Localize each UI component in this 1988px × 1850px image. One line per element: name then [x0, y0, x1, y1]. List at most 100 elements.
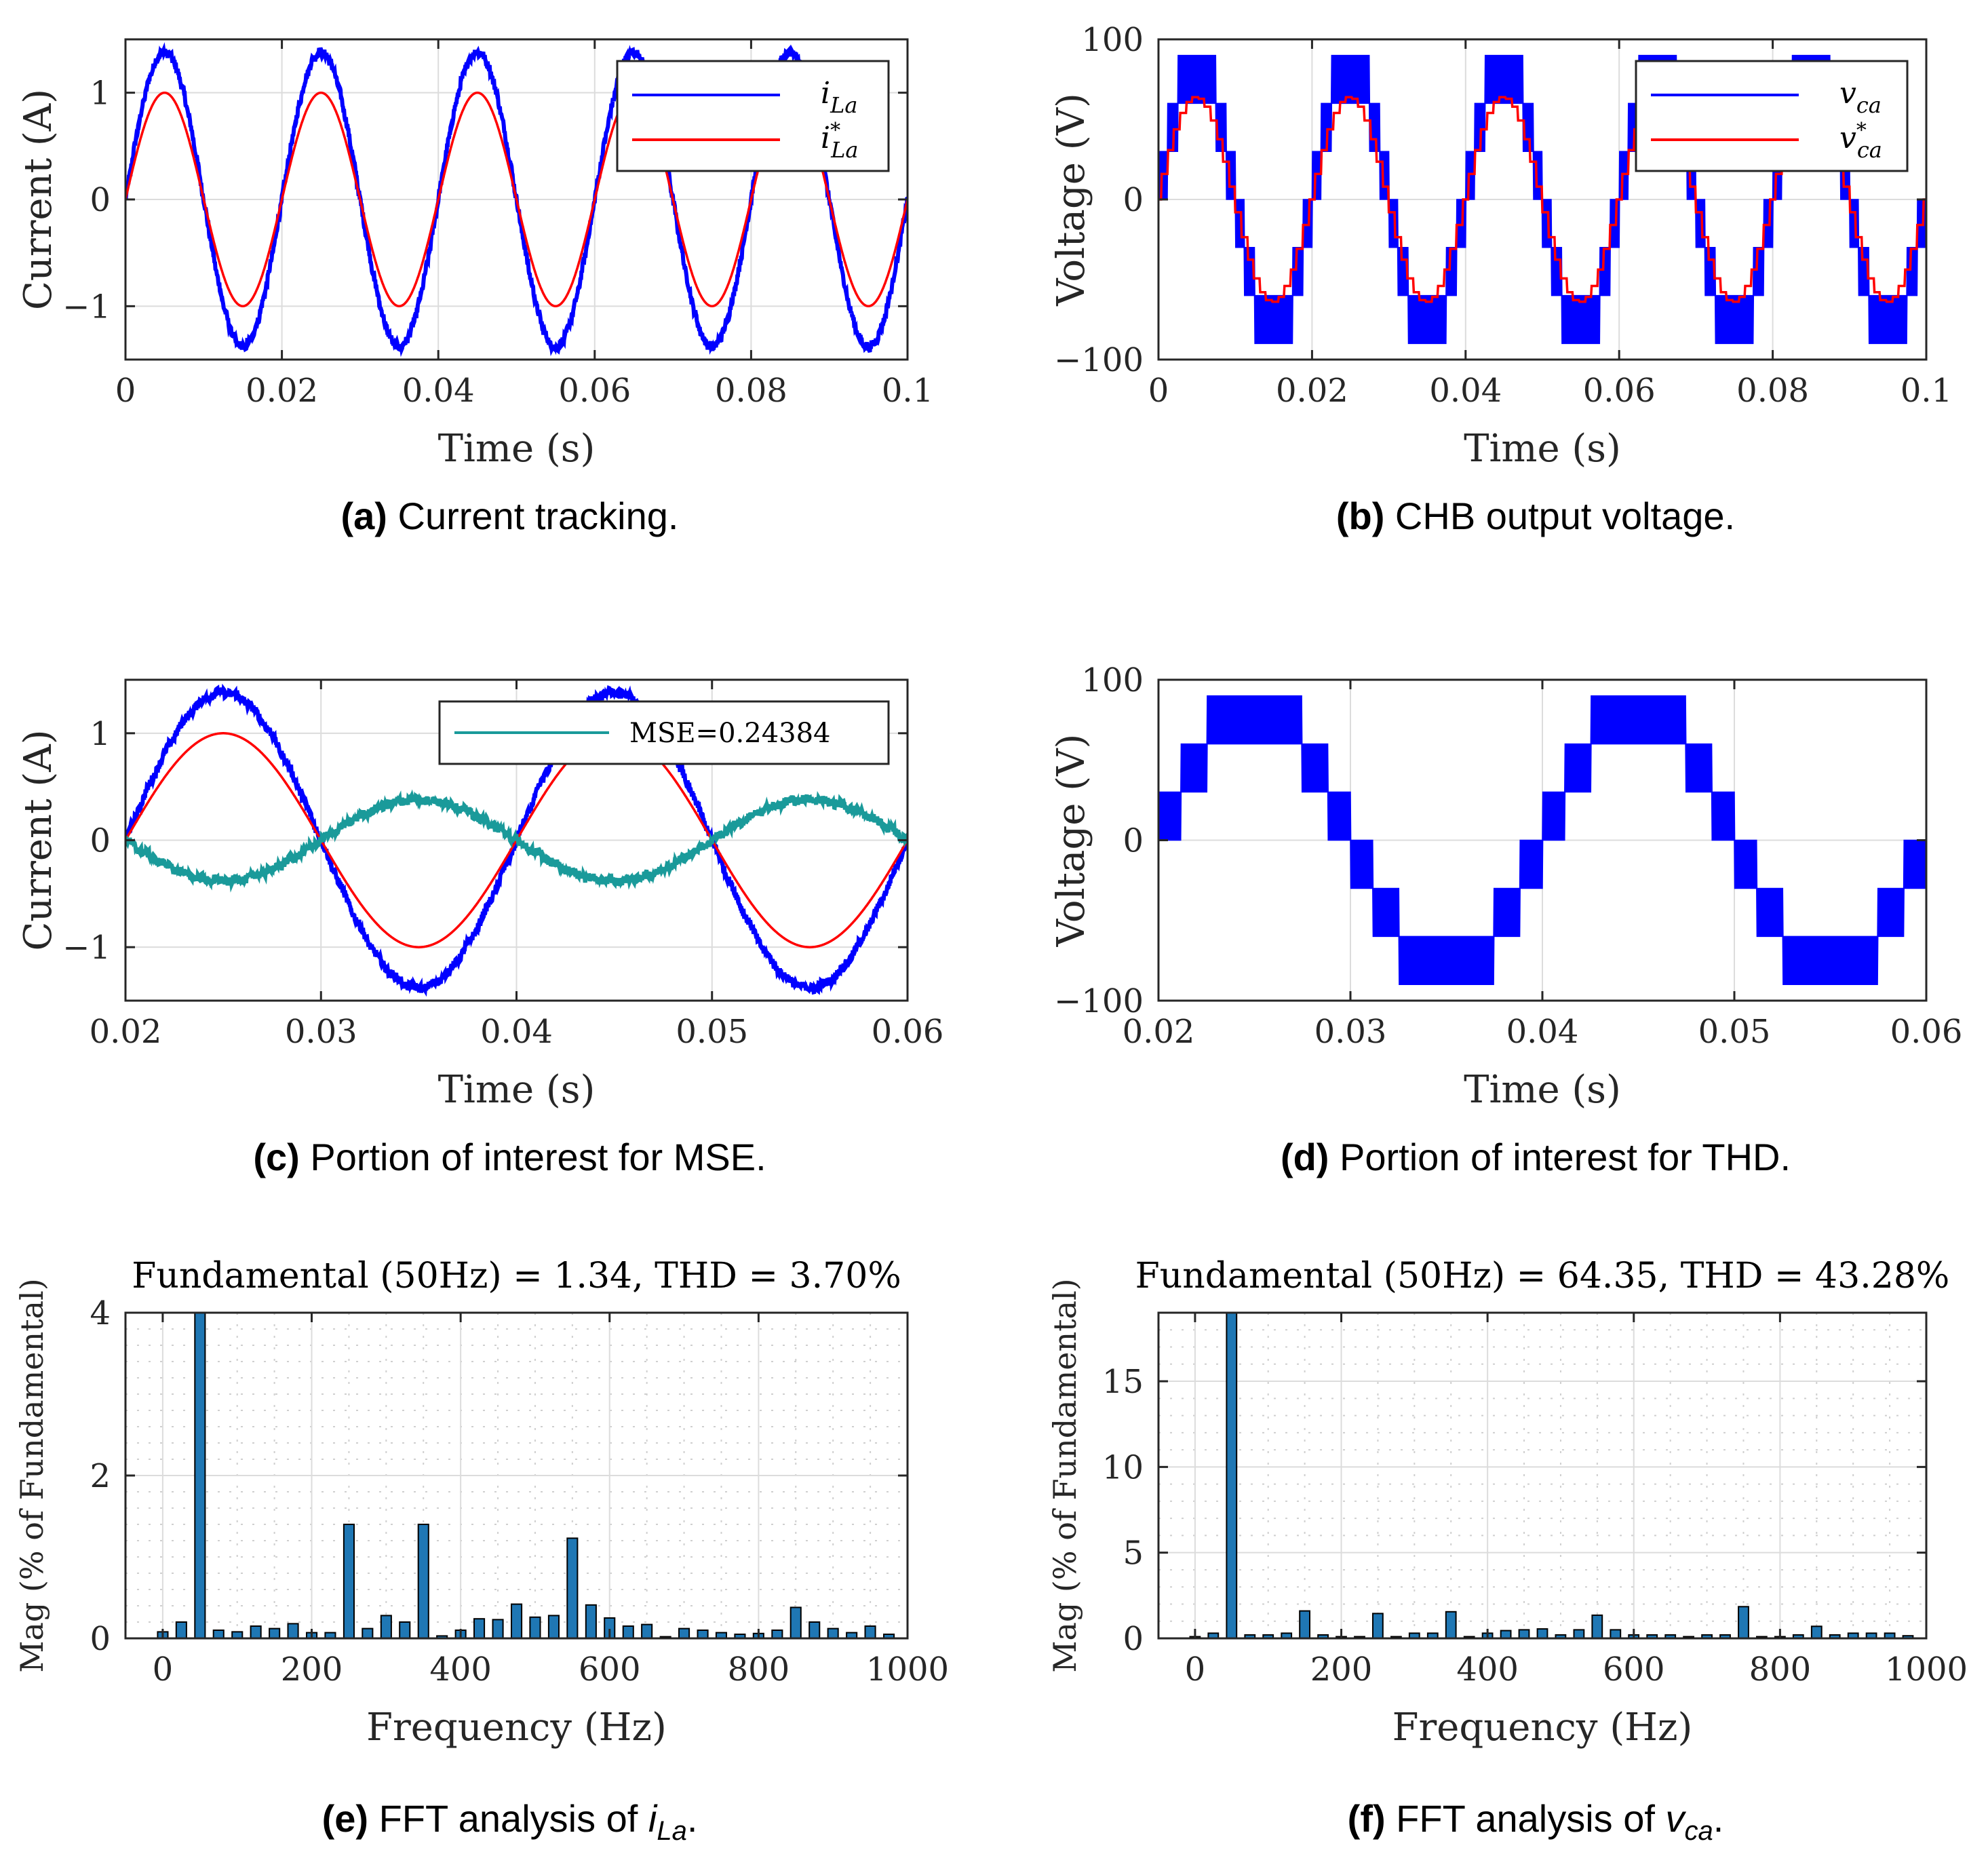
bar — [417, 1524, 429, 1639]
legend-label-star: * — [830, 119, 840, 142]
caption-letter: (d) — [1281, 1136, 1329, 1178]
bar — [287, 1623, 299, 1639]
legend-label: vca — [1839, 76, 1882, 118]
series-line-MSE=0.24384 — [125, 789, 908, 893]
y-axis-label: Current (A) — [16, 89, 60, 310]
bar — [212, 1630, 225, 1639]
grid-lines — [1158, 1313, 1927, 1639]
caption-period: . — [1713, 1797, 1724, 1840]
bar — [1591, 1614, 1603, 1639]
caption-letter: (a) — [341, 495, 387, 537]
chart-f: Fundamental (50Hz) = 64.35, THD = 43.28%… — [1047, 1256, 1968, 1846]
y-tick-label: 15 — [1102, 1363, 1144, 1401]
x-tick-label: 0 — [153, 1651, 174, 1689]
bar — [808, 1621, 821, 1639]
bar — [194, 1312, 206, 1639]
y-tick-label: −100 — [1054, 341, 1144, 379]
bar — [529, 1616, 541, 1640]
x-tick-label: 0.06 — [558, 372, 631, 410]
x-tick-label: 0.05 — [1698, 1013, 1771, 1051]
ticks: 0 200 400 600 800 1000 0 2 4 — [90, 1294, 949, 1689]
x-tick-label: 0.08 — [715, 372, 787, 410]
legend-label-sub: La — [830, 137, 858, 163]
y-tick-label: 0 — [1123, 181, 1144, 219]
y-tick-label: −100 — [1054, 982, 1144, 1020]
x-axis-label: Time (s) — [438, 1068, 596, 1112]
caption-text: CHB output voltage. — [1384, 495, 1735, 537]
legend-label-sub: ca — [1856, 92, 1882, 118]
legend: MSE=0.24384 — [438, 700, 890, 765]
bar — [697, 1630, 709, 1639]
x-axis-label: Time (s) — [438, 427, 596, 471]
bar — [1810, 1625, 1823, 1640]
y-tick-label: 100 — [1081, 661, 1144, 699]
bar — [175, 1621, 187, 1639]
caption-sub: ca — [1685, 1816, 1713, 1846]
ticks: 0 0.02 0.04 0.06 0.08 0.1 −1 0 1 — [62, 39, 933, 410]
x-tick-label: 0.1 — [882, 372, 933, 410]
y-tick-label: −1 — [62, 929, 111, 967]
legend-label-star: * — [1856, 119, 1867, 142]
legend-label-base: v — [1839, 121, 1856, 155]
x-tick-label: 0.04 — [402, 372, 475, 410]
legend-box — [1635, 60, 1909, 172]
caption-text: Current tracking. — [387, 495, 679, 537]
caption: (e) FFT analysis of iLa. — [322, 1797, 698, 1846]
bar — [790, 1606, 802, 1639]
y-tick-label: 10 — [1102, 1448, 1144, 1486]
chart-title: Fundamental (50Hz) = 64.35, THD = 43.28% — [1135, 1256, 1950, 1296]
legend-label-base: i — [821, 121, 830, 155]
ticks: 0 200 400 600 800 1000 0 5 10 15 — [1102, 1313, 1968, 1689]
y-axis-label: Voltage (V) — [1049, 93, 1093, 307]
y-tick-label: 5 — [1123, 1535, 1144, 1573]
bar — [1226, 1312, 1238, 1639]
series-band-v_ca — [1158, 695, 1926, 986]
x-tick-label: 1000 — [866, 1651, 949, 1689]
x-tick-label: 0.06 — [1890, 1013, 1963, 1051]
caption: (a) Current tracking. — [341, 495, 679, 537]
x-tick-label: 200 — [281, 1651, 343, 1689]
x-axis-label: Frequency (Hz) — [1392, 1706, 1693, 1750]
y-tick-label: 4 — [90, 1294, 111, 1332]
y-axis-label: Current (A) — [16, 729, 60, 950]
bar — [1573, 1629, 1585, 1639]
bar — [547, 1615, 560, 1639]
y-tick-label: 0 — [90, 1620, 111, 1658]
y-tick-label: 1 — [90, 715, 111, 753]
x-tick-label: 0.02 — [1276, 372, 1348, 410]
x-tick-label: 0.05 — [676, 1013, 748, 1051]
x-tick-label: 200 — [1310, 1651, 1373, 1689]
caption-letter: (e) — [322, 1797, 368, 1840]
bar — [1536, 1628, 1548, 1640]
caption: (f) FFT analysis of vca. — [1348, 1797, 1724, 1846]
bar — [473, 1618, 486, 1639]
bar — [864, 1625, 876, 1639]
bar — [492, 1619, 504, 1639]
x-tick-label: 0.1 — [1901, 372, 1952, 410]
x-tick-label: 600 — [579, 1651, 641, 1689]
y-tick-label: 1 — [90, 75, 111, 113]
x-tick-label: 0.02 — [90, 1013, 162, 1051]
bar — [250, 1625, 262, 1639]
x-tick-label: 0 — [115, 372, 136, 410]
x-tick-label: 0.06 — [872, 1013, 944, 1051]
legend-label: i* La — [821, 119, 858, 163]
y-tick-label: 100 — [1081, 21, 1144, 59]
bar — [380, 1615, 392, 1639]
legend-label-base: i — [821, 76, 830, 111]
chart-d: 0.02 0.03 0.04 0.05 0.06 −100 0 100 Time (s) Volt… — [1049, 661, 1962, 1178]
legend-box — [616, 60, 890, 172]
caption: (c) Portion of interest for MSE. — [253, 1136, 766, 1178]
y-axis-label: Mag (% of Fundamental) — [1047, 1278, 1083, 1672]
bar — [269, 1627, 281, 1640]
bar — [362, 1627, 374, 1640]
bars — [1189, 1312, 1914, 1640]
chart-e: Fundamental (50Hz) = 1.34, THD = 3.70% 0 2… — [14, 1256, 949, 1846]
y-tick-label: 0 — [1123, 822, 1144, 860]
bar — [771, 1630, 783, 1639]
caption-letter: (f) — [1348, 1797, 1386, 1840]
legend-label-sub: La — [830, 92, 857, 118]
caption-var: v — [1666, 1797, 1687, 1840]
legend-label: v* ca — [1839, 119, 1882, 163]
